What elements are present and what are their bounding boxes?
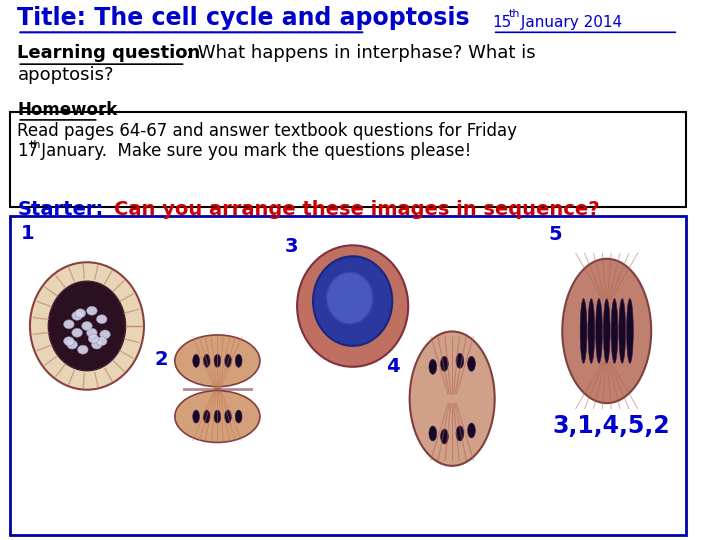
- Text: 5: 5: [549, 225, 562, 244]
- Ellipse shape: [297, 245, 408, 367]
- Ellipse shape: [193, 410, 199, 423]
- Ellipse shape: [72, 312, 82, 320]
- Ellipse shape: [327, 272, 373, 324]
- Ellipse shape: [580, 299, 587, 363]
- Ellipse shape: [429, 359, 437, 374]
- Ellipse shape: [467, 356, 475, 372]
- Text: Can you arrange these images in sequence?: Can you arrange these images in sequence…: [87, 200, 600, 219]
- Ellipse shape: [225, 410, 231, 423]
- Ellipse shape: [89, 334, 99, 343]
- Ellipse shape: [96, 315, 107, 323]
- Ellipse shape: [203, 354, 210, 367]
- Ellipse shape: [175, 335, 260, 387]
- Ellipse shape: [30, 262, 144, 390]
- Ellipse shape: [86, 306, 97, 315]
- Ellipse shape: [225, 354, 231, 367]
- Text: Learning question: Learning question: [17, 44, 201, 62]
- Ellipse shape: [86, 328, 97, 337]
- Text: Read pages 64-67 and answer textbook questions for Friday: Read pages 64-67 and answer textbook que…: [17, 122, 518, 140]
- Ellipse shape: [63, 320, 74, 329]
- Ellipse shape: [456, 426, 464, 441]
- Text: apoptosis?: apoptosis?: [17, 66, 114, 84]
- Ellipse shape: [175, 390, 260, 442]
- Ellipse shape: [441, 356, 449, 372]
- Text: 15: 15: [492, 15, 512, 30]
- Ellipse shape: [618, 299, 626, 363]
- Ellipse shape: [562, 259, 651, 403]
- Ellipse shape: [72, 328, 82, 337]
- Ellipse shape: [193, 354, 199, 367]
- Text: January 2014: January 2014: [516, 15, 622, 30]
- Ellipse shape: [441, 429, 449, 444]
- Text: th: th: [30, 140, 42, 150]
- Ellipse shape: [203, 410, 210, 423]
- Ellipse shape: [588, 299, 595, 363]
- Ellipse shape: [603, 299, 610, 363]
- Text: Homework: Homework: [17, 101, 117, 119]
- Ellipse shape: [96, 337, 107, 346]
- Text: 1: 1: [22, 224, 35, 244]
- Ellipse shape: [235, 410, 242, 423]
- Text: Title: The cell cycle and apoptosis: Title: The cell cycle and apoptosis: [17, 6, 470, 30]
- Ellipse shape: [456, 353, 464, 368]
- Ellipse shape: [313, 256, 392, 346]
- Ellipse shape: [611, 299, 618, 363]
- Ellipse shape: [99, 330, 110, 339]
- Ellipse shape: [91, 340, 102, 349]
- Ellipse shape: [235, 354, 242, 367]
- Text: 2: 2: [155, 350, 168, 369]
- Ellipse shape: [63, 337, 74, 346]
- Text: Starter:: Starter:: [17, 200, 104, 219]
- Ellipse shape: [429, 426, 437, 441]
- Text: 3: 3: [285, 237, 299, 256]
- Ellipse shape: [67, 340, 78, 349]
- Text: 4: 4: [387, 357, 400, 376]
- Ellipse shape: [626, 299, 634, 363]
- FancyBboxPatch shape: [9, 112, 686, 206]
- Text: 3,1,4,5,2: 3,1,4,5,2: [553, 415, 670, 438]
- Text: th: th: [509, 9, 521, 19]
- Ellipse shape: [214, 410, 221, 423]
- Ellipse shape: [81, 321, 92, 330]
- FancyBboxPatch shape: [9, 217, 686, 535]
- Text: : What happens in interphase? What is: : What happens in interphase? What is: [186, 44, 535, 62]
- Ellipse shape: [410, 332, 495, 466]
- Text: :: :: [99, 101, 105, 119]
- Ellipse shape: [78, 345, 88, 354]
- Ellipse shape: [467, 423, 475, 438]
- Ellipse shape: [75, 309, 86, 318]
- Ellipse shape: [48, 281, 125, 371]
- Text: January.  Make sure you mark the questions please!: January. Make sure you mark the question…: [36, 141, 471, 160]
- Text: 17: 17: [17, 141, 38, 160]
- Ellipse shape: [214, 354, 221, 367]
- Ellipse shape: [595, 299, 603, 363]
